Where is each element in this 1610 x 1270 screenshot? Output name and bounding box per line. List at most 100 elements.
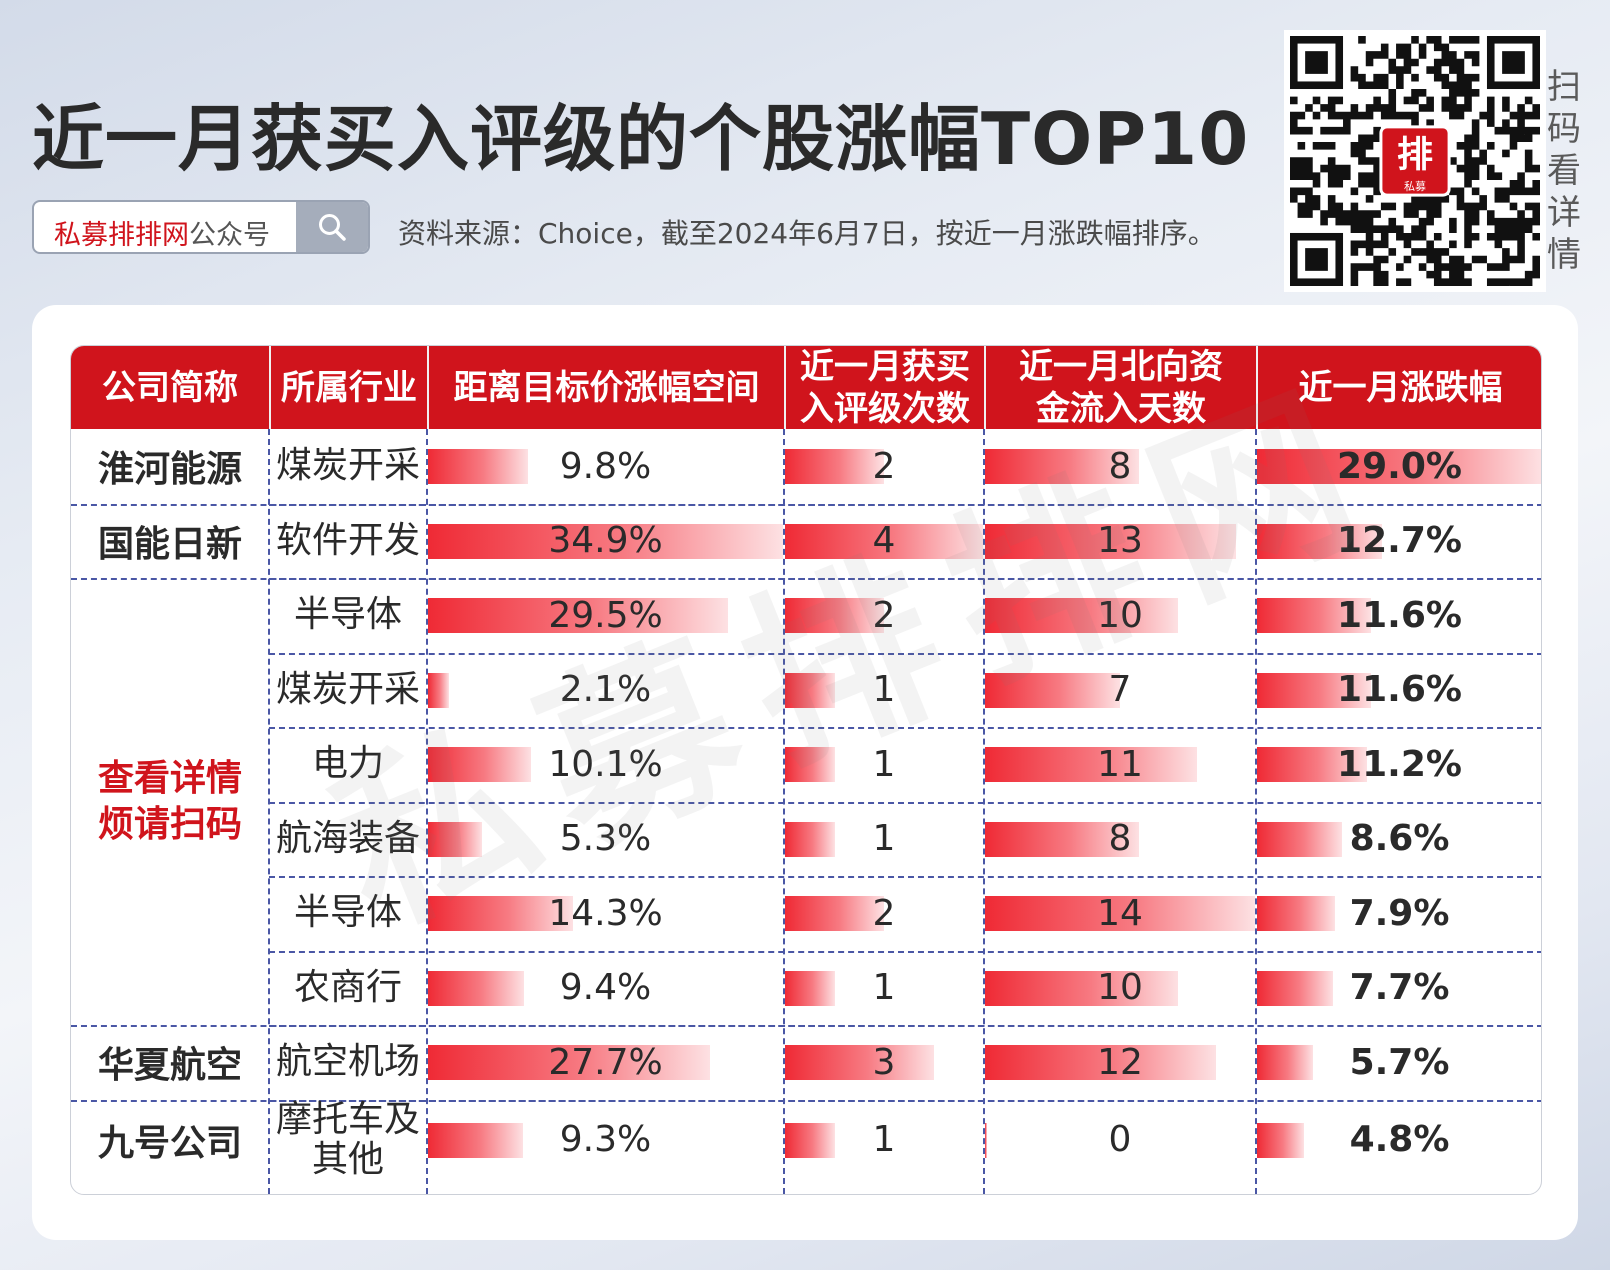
change-bar [1257, 672, 1371, 708]
column-divider [983, 429, 985, 1194]
change-value: 11.6% [1337, 669, 1462, 711]
ratings-cell: 2 [784, 578, 984, 653]
ratings-bar [785, 821, 835, 857]
upside-cell: 9.4% [427, 951, 784, 1026]
change-bar [1257, 1045, 1313, 1080]
search-box[interactable]: 私募排排网公众号 [32, 200, 370, 254]
northbound-value: 8 [1108, 818, 1132, 860]
data-source-note: 资料来源：Choice，截至2024年6月7日，按近一月涨跌幅排序。 [398, 217, 1216, 250]
row-divider [269, 876, 1541, 878]
ranking-table: 公司简称 所属行业 距离目标价涨幅空间 近一月获买 入评级次数 近一月北向资 金流入天数 近一… [70, 345, 1542, 1195]
ratings-cell: 2 [784, 429, 984, 504]
change-cell: 5.7% [1256, 1025, 1541, 1100]
header-col-ratings: 近一月获买 入评级次数 [784, 346, 984, 429]
change-value: 5.7% [1349, 1041, 1450, 1083]
page-title: 近一月获买入评级的个股涨幅TOP10 [32, 97, 1250, 181]
ratings-cell: 1 [784, 1100, 984, 1180]
change-value: 4.8% [1349, 1119, 1450, 1160]
upside-bar [428, 672, 449, 708]
industry-cell: 农商行 [293, 966, 402, 1008]
ratings-bar [785, 672, 835, 708]
upside-cell: 5.3% [427, 802, 784, 877]
change-value: 11.2% [1337, 743, 1462, 785]
ratings-cell: 4 [784, 504, 984, 579]
industry-cell: 煤炭开采 [275, 445, 420, 487]
change-value: 7.7% [1349, 967, 1450, 1009]
upside-value: 9.8% [559, 445, 652, 487]
qr-code-icon: 排私募 [1290, 36, 1540, 286]
northbound-bar [985, 970, 1178, 1006]
change-cell: 11.2% [1256, 727, 1541, 802]
upside-value: 2.1% [559, 669, 652, 711]
search-rest-text: 公众号 [189, 220, 270, 251]
upside-bar [428, 821, 482, 857]
northbound-bar [985, 747, 1197, 782]
upside-value: 9.4% [559, 967, 652, 1009]
northbound-cell: 7 [984, 653, 1256, 728]
ratings-bar [785, 896, 884, 931]
change-cell: 11.6% [1256, 653, 1541, 728]
industry-cell: 半导体 [293, 892, 402, 934]
upside-value: 5.3% [559, 818, 652, 860]
column-divider [1255, 429, 1257, 1194]
northbound-bar [985, 1045, 1216, 1080]
industry-cell: 半导体 [293, 594, 402, 636]
change-value: 11.6% [1337, 594, 1462, 636]
ratings-cell: 3 [784, 1025, 984, 1100]
search-brand-text: 私募排排网 [54, 220, 189, 251]
company-name: 国能日新 [97, 523, 242, 565]
ratings-value: 3 [872, 1041, 896, 1083]
ratings-bar [785, 1122, 835, 1158]
ratings-value: 1 [872, 967, 896, 1009]
industry-cell: 煤炭开采 [275, 668, 420, 710]
upside-bar [428, 747, 531, 782]
change-cell: 11.6% [1256, 578, 1541, 653]
row-divider [269, 801, 1541, 804]
upside-bar [428, 598, 728, 633]
change-bar [1257, 821, 1342, 857]
qr-logo-text: 排 [1397, 134, 1433, 175]
northbound-value: 11 [1097, 743, 1143, 785]
search-label: 私募排排网公众号 [54, 213, 270, 252]
change-cell: 4.8% [1256, 1100, 1541, 1180]
northbound-value: 13 [1097, 520, 1143, 562]
ratings-value: 1 [872, 1119, 896, 1160]
northbound-cell: 8 [984, 429, 1256, 504]
change-cell: 12.7% [1256, 504, 1541, 579]
northbound-bar [985, 598, 1178, 633]
change-value: 7.9% [1349, 892, 1450, 934]
ratings-value: 1 [872, 743, 896, 785]
header-col-change: 近一月涨跌幅 [1256, 346, 1541, 429]
upside-cell: 9.3% [427, 1100, 784, 1180]
upside-bar [428, 896, 573, 931]
change-cell: 7.9% [1256, 876, 1541, 951]
change-cell: 8.6% [1256, 802, 1541, 877]
ratings-value: 2 [872, 892, 896, 934]
ratings-cell: 1 [784, 951, 984, 1026]
change-bar [1257, 896, 1335, 931]
northbound-cell: 10 [984, 578, 1256, 653]
row-divider [269, 950, 1541, 953]
change-bar [1257, 598, 1371, 633]
upside-value: 34.9% [548, 520, 663, 562]
ratings-bar [785, 747, 835, 782]
change-value: 29.0% [1337, 445, 1462, 487]
northbound-cell: 0 [984, 1100, 1256, 1180]
change-bar [1257, 1122, 1304, 1158]
upside-bar [428, 1045, 710, 1080]
qr-caption: 扫码看详情 [1547, 67, 1581, 275]
northbound-value: 7 [1108, 669, 1132, 711]
northbound-cell: 10 [984, 951, 1256, 1026]
header-col-northbound: 近一月北向资 金流入天数 [984, 346, 1256, 429]
row-divider [269, 503, 1541, 506]
northbound-value: 0 [1108, 1119, 1132, 1160]
ratings-cell: 1 [784, 653, 984, 728]
company-name: 淮河能源 [97, 449, 242, 491]
search-button[interactable] [296, 202, 368, 252]
qr-code[interactable]: 排私募 [1284, 30, 1546, 292]
header-col-company: 公司简称 [71, 346, 269, 429]
ratings-bar [785, 1045, 934, 1080]
upside-bar [428, 449, 528, 484]
industry-cell: 软件开发 [275, 519, 420, 561]
row-divider [269, 652, 1541, 655]
